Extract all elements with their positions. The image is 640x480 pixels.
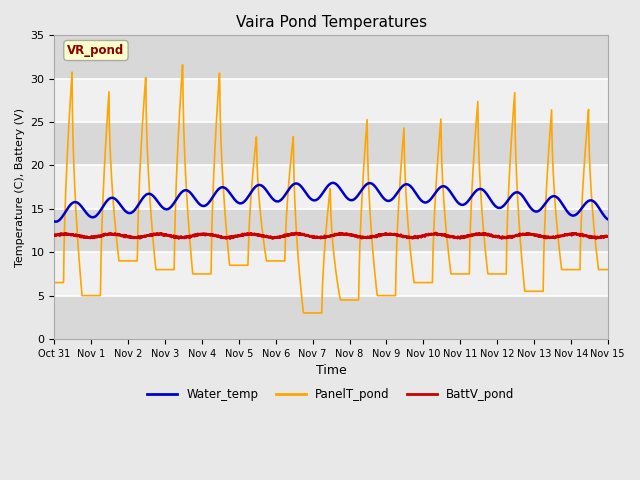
Y-axis label: Temperature (C), Battery (V): Temperature (C), Battery (V) <box>15 108 25 267</box>
Bar <box>54 79 608 122</box>
Bar <box>54 122 608 166</box>
Legend: Water_temp, PanelT_pond, BattV_pond: Water_temp, PanelT_pond, BattV_pond <box>143 384 520 406</box>
Bar <box>54 36 608 79</box>
Bar <box>54 296 608 339</box>
Bar <box>54 209 608 252</box>
Bar <box>54 166 608 209</box>
Text: VR_pond: VR_pond <box>67 44 125 57</box>
Bar <box>54 252 608 296</box>
X-axis label: Time: Time <box>316 364 346 377</box>
Title: Vaira Pond Temperatures: Vaira Pond Temperatures <box>236 15 427 30</box>
